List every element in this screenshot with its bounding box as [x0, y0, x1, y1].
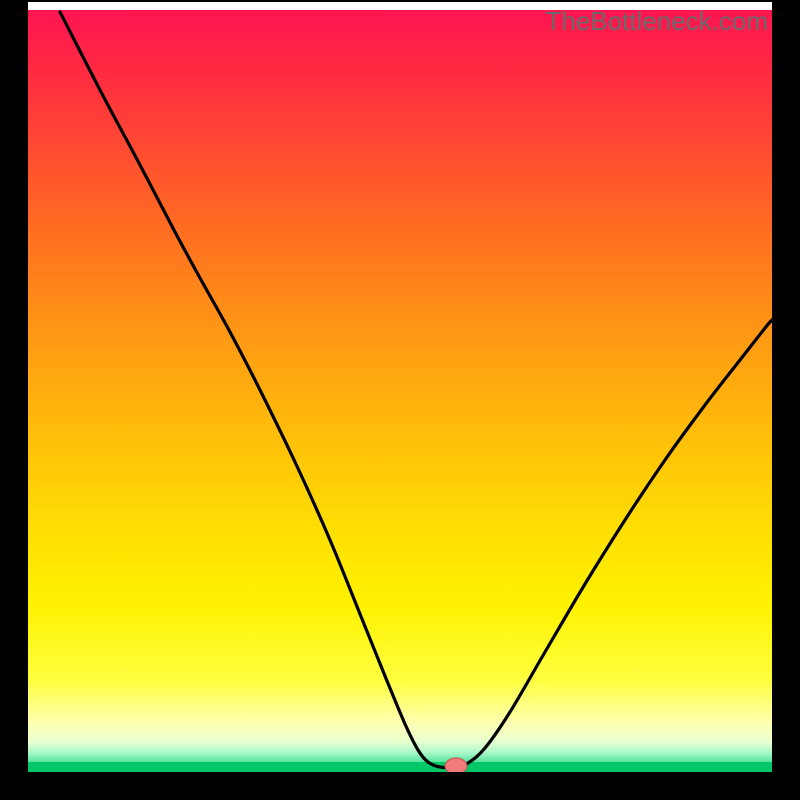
plot-border-right	[772, 0, 800, 800]
bottleneck-curve	[60, 12, 772, 768]
plot-border-left	[0, 0, 28, 800]
watermark-text: TheBottleneck.com	[545, 6, 768, 37]
bottleneck-curve-chart	[0, 0, 800, 800]
plot-border-bottom	[0, 772, 800, 800]
